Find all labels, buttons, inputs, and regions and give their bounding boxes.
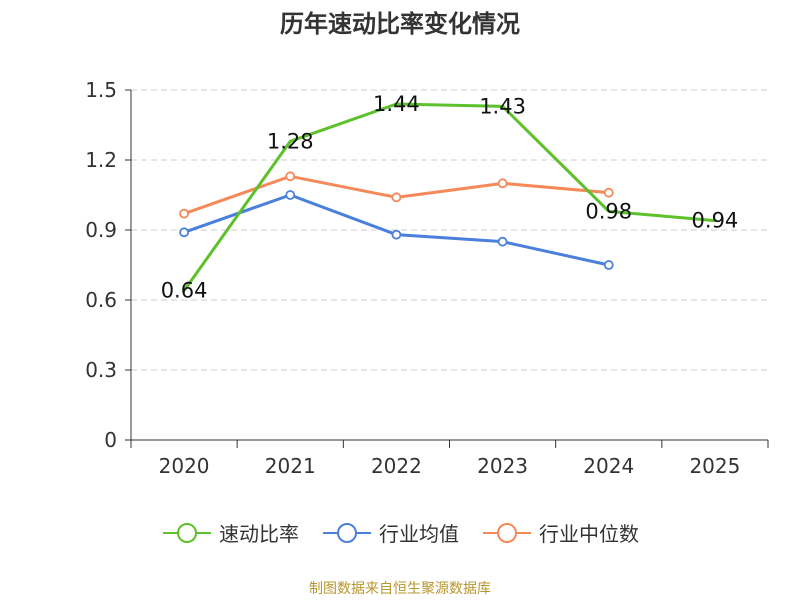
legend-label: 行业中位数: [539, 522, 639, 546]
chart-title: 历年速动比率变化情况: [280, 10, 520, 38]
data-label: 1.43: [479, 94, 526, 118]
y-tick-label: 0.9: [85, 218, 117, 242]
legend-item[interactable]: 速动比率: [161, 518, 299, 547]
data-point: [391, 192, 402, 203]
legend-label: 速动比率: [219, 522, 299, 546]
data-point: [391, 229, 402, 240]
x-tick-label: 2020: [159, 454, 210, 478]
data-label: 1.44: [373, 92, 420, 116]
y-tick-label: 1.5: [85, 78, 117, 102]
legend-item[interactable]: 行业中位数: [481, 518, 639, 547]
data-point: [603, 187, 614, 198]
data-label: 1.28: [267, 129, 314, 153]
data-point: [497, 178, 508, 189]
x-tick-label: 2024: [583, 454, 634, 478]
data-label: 0.98: [585, 199, 632, 223]
legend-swatch-icon: [483, 522, 531, 543]
y-tick-label: 1.2: [85, 148, 117, 172]
legend-item[interactable]: 行业均值: [321, 518, 459, 547]
data-point: [285, 190, 296, 200]
grid-lines: [131, 89, 768, 371]
x-tick-label: 2022: [371, 454, 422, 478]
y-tick-label: 0.3: [85, 358, 117, 382]
y-tick-label: 0: [104, 428, 117, 452]
data-point: [179, 208, 189, 219]
legend: 速动比率 行业均值 行业中位数: [0, 518, 800, 547]
legend-label: 行业均值: [379, 522, 459, 546]
series-markers: [179, 171, 614, 270]
legend-swatch-icon: [323, 522, 371, 543]
data-point: [497, 236, 508, 247]
y-tick-label: 0.6: [85, 288, 117, 312]
series-line: [182, 102, 717, 293]
data-label: 0.94: [692, 209, 739, 233]
series-lines: [182, 102, 717, 293]
data-point: [603, 260, 614, 270]
data-labels: 0.64 1.28 1.44 1.43 0.98 0.94: [161, 92, 739, 303]
data-point: [285, 171, 296, 182]
data-point: [179, 227, 189, 238]
x-tick-label: 2023: [477, 454, 528, 478]
x-tick-label: 2021: [265, 454, 316, 478]
x-tick-label: 2025: [689, 454, 740, 478]
axes: 0 0.3 0.6 0.9 1.2 1.5 2020 2021 2022 2023 2024 2025: [85, 78, 769, 478]
data-label: 0.64: [161, 279, 208, 303]
source-note: 制图数据来自恒生聚源数据库: [309, 581, 491, 597]
legend-swatch-icon: [163, 522, 211, 543]
